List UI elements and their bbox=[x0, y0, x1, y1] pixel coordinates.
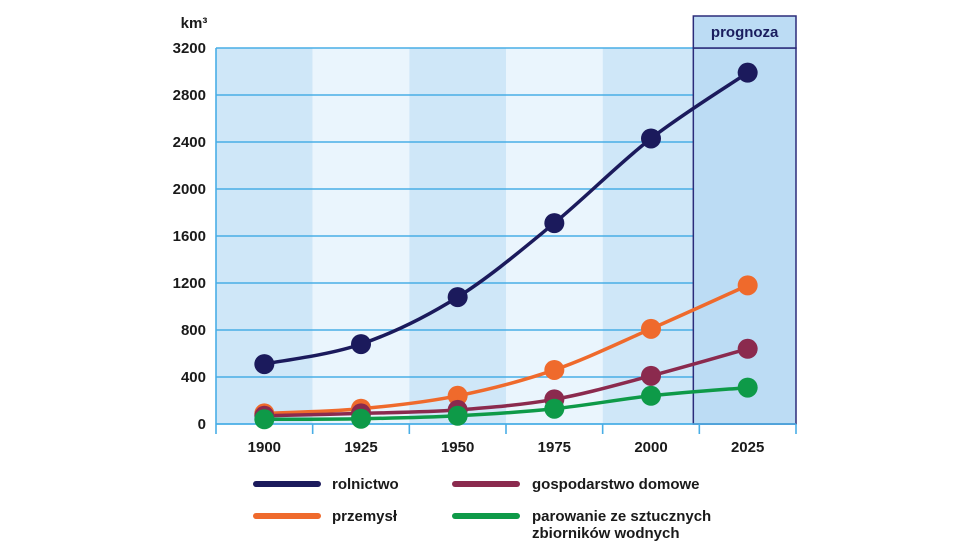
point-rolnictwo-1975 bbox=[544, 213, 565, 234]
point-parowanie-ze-sztucznych-zbiornik-w-wodnych-1975 bbox=[544, 398, 565, 419]
y-tick-labels: 0 400 800 1200 1600 2000 2400 2800 3200 bbox=[173, 40, 206, 433]
point-rolnictwo-1925 bbox=[351, 334, 371, 355]
y-tick-1600: 1600 bbox=[173, 228, 206, 245]
point-parowanie-ze-sztucznych-zbiornik-w-wodnych-1900 bbox=[254, 409, 275, 430]
axes bbox=[215, 48, 797, 434]
point-parowanie-ze-sztucznych-zbiornik-w-wodnych-1950 bbox=[447, 405, 468, 426]
y-tick-2000: 2000 bbox=[173, 181, 206, 198]
point-przemys-2025 bbox=[737, 275, 758, 296]
x-tick-1925: 1925 bbox=[344, 439, 377, 456]
x-tick-2000: 2000 bbox=[634, 439, 667, 456]
y-tick-3200: 3200 bbox=[173, 40, 206, 57]
point-rolnictwo-1950 bbox=[447, 287, 468, 308]
x-tick-1975: 1975 bbox=[538, 439, 571, 456]
point-rolnictwo-1900 bbox=[254, 354, 275, 375]
forecast-label: prognoza bbox=[711, 24, 779, 41]
line-parowanie-ze-sztucznych-zbiornik-w-wodnych bbox=[262, 385, 750, 422]
point-gospodarstwo-domowe-2000 bbox=[641, 365, 661, 386]
x-tick-2025: 2025 bbox=[731, 439, 764, 456]
series-points bbox=[254, 62, 758, 430]
y-tick-400: 400 bbox=[181, 369, 206, 386]
point-rolnictwo-2025 bbox=[737, 62, 758, 83]
y-tick-2800: 2800 bbox=[173, 87, 206, 104]
y-tick-0: 0 bbox=[198, 416, 206, 433]
x-tick-labels: 1900 1925 1950 1975 2000 2025 bbox=[248, 439, 765, 456]
legend: rolnictwo przemysł gospodarstwo domowe paro… bbox=[253, 476, 711, 542]
forecast-region: prognoza bbox=[692, 15, 797, 425]
legend-label-parowanie-ze-sztucznych-zbiornik-w-wodnych: parowanie ze sztucznych zbiorników wodnyc… bbox=[532, 508, 711, 542]
point-przemys-2000 bbox=[641, 318, 661, 339]
point-gospodarstwo-domowe-2025 bbox=[737, 338, 758, 359]
y-tick-2400: 2400 bbox=[173, 134, 206, 151]
x-tick-1950: 1950 bbox=[441, 439, 474, 456]
forecast-box bbox=[692, 47, 797, 425]
legend-label-rolnictwo: rolnictwo bbox=[332, 476, 399, 493]
point-przemys-1975 bbox=[544, 359, 565, 380]
point-przemys-1950 bbox=[447, 385, 468, 406]
point-rolnictwo-2000 bbox=[641, 128, 661, 149]
legend-label-przemys: przemysł bbox=[332, 508, 398, 525]
point-parowanie-ze-sztucznych-zbiornik-w-wodnych-1925 bbox=[351, 408, 371, 429]
legend-label-gospodarstwo-domowe: gospodarstwo domowe bbox=[532, 476, 700, 493]
forecast-label-box bbox=[692, 15, 797, 49]
y-tick-800: 800 bbox=[181, 322, 206, 339]
point-parowanie-ze-sztucznych-zbiornik-w-wodnych-2025 bbox=[737, 377, 758, 398]
point-parowanie-ze-sztucznych-zbiornik-w-wodnych-2000 bbox=[641, 385, 661, 406]
y-unit-label: km³ bbox=[181, 15, 208, 32]
y-tick-1200: 1200 bbox=[173, 275, 206, 292]
x-tick-1900: 1900 bbox=[248, 439, 281, 456]
